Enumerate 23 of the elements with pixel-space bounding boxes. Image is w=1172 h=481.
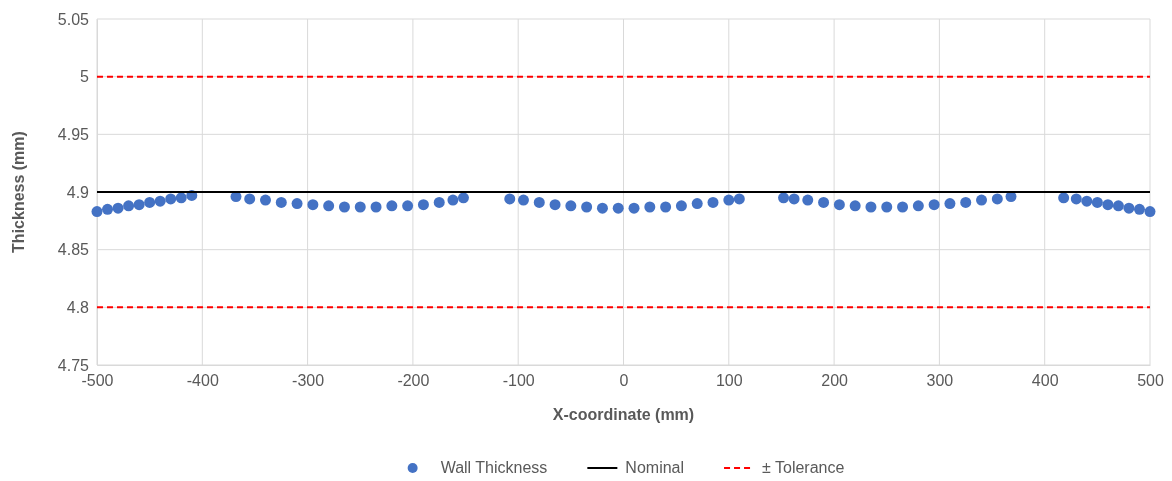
x-axis-title: X-coordinate (mm): [552, 406, 695, 423]
y-tick-label: 4.8: [66, 298, 90, 316]
y-tick-label: 5: [80, 68, 90, 86]
legend-label: Nominal: [625, 459, 685, 476]
x-tick-label: 300: [926, 372, 954, 390]
x-tick-label: -200: [397, 372, 430, 390]
y-tick-label: 4.95: [57, 125, 90, 143]
x-tick-label: 500: [1137, 372, 1164, 390]
y-tick-label: 5.05: [57, 10, 90, 28]
legend-label: ± Tolerance: [762, 459, 845, 476]
x-tick-label: -400: [186, 372, 219, 390]
x-tick-label: 400: [1031, 372, 1059, 390]
x-tick-label: -500: [81, 372, 114, 390]
x-tick-label: 100: [715, 372, 743, 390]
y-tick-label: 4.75: [57, 356, 90, 374]
x-tick-label: -100: [502, 372, 535, 390]
x-tick-label: 0: [619, 372, 629, 390]
x-tick-label: 200: [821, 372, 849, 390]
legend-label: Wall Thickness: [440, 459, 548, 476]
x-tick-label: -300: [292, 372, 325, 390]
y-tick-label: 4.85: [57, 241, 90, 259]
y-axis-title: Thickness (mm): [10, 131, 27, 253]
y-tick-label: 4.9: [66, 183, 90, 201]
